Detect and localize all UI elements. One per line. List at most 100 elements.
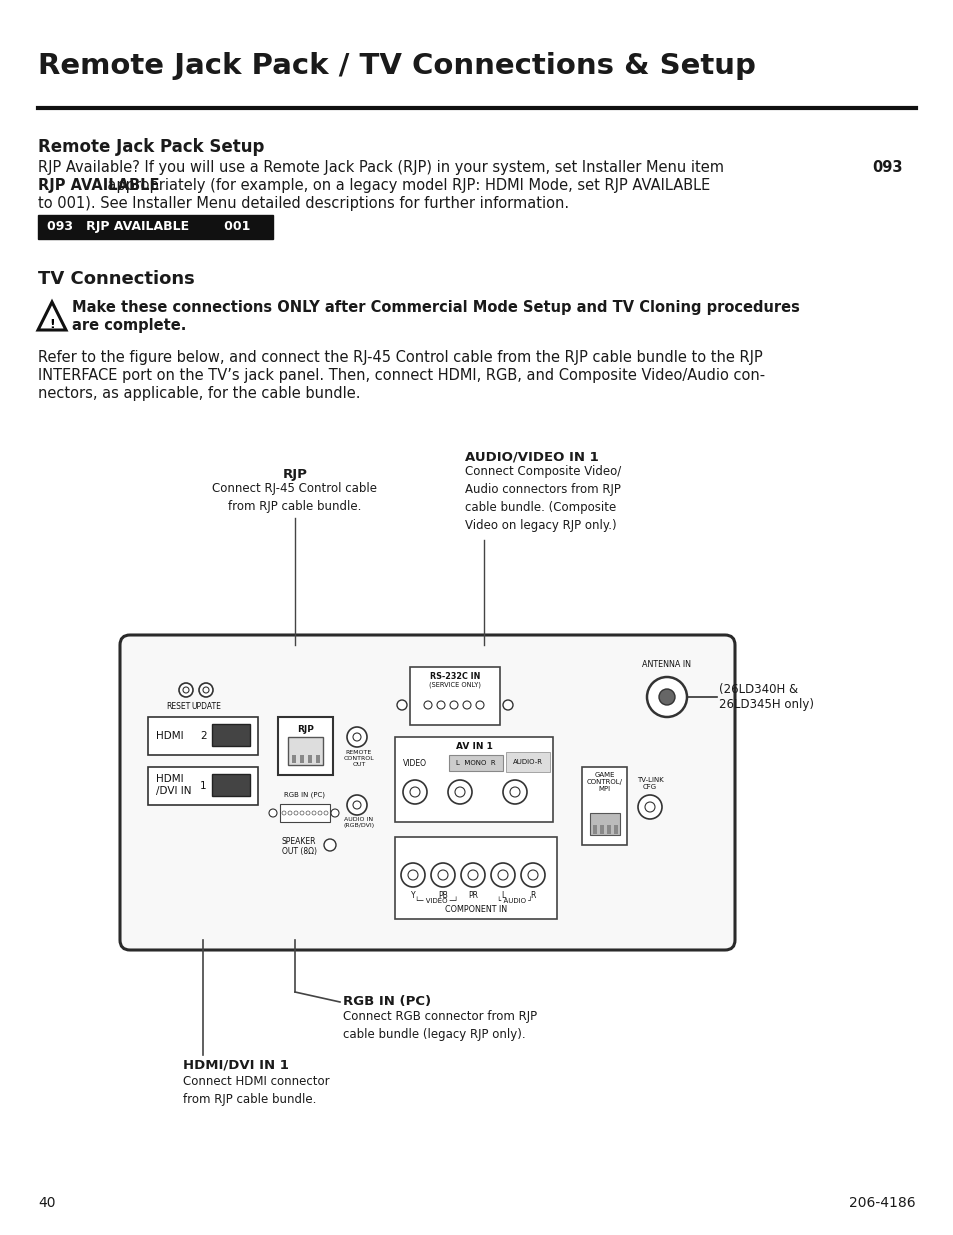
Text: 206-4186: 206-4186 [848,1195,915,1210]
Circle shape [476,701,483,709]
Circle shape [497,869,507,881]
Bar [148,718,257,755]
Text: PB: PB [437,890,447,900]
Text: R: R [530,890,536,900]
Circle shape [431,863,455,887]
Text: Connect RGB connector from RJP
cable bundle (legacy RJP only).: Connect RGB connector from RJP cable bun… [343,1010,537,1041]
FancyBboxPatch shape [38,215,273,240]
Text: 40: 40 [38,1195,55,1210]
Circle shape [269,809,276,818]
Text: Connect Composite Video/
Audio connectors from RJP
cable bundle. (Composite
Vide: Connect Composite Video/ Audio connector… [464,466,620,532]
Circle shape [312,811,315,815]
Circle shape [331,809,338,818]
Text: Remote Jack Pack Setup: Remote Jack Pack Setup [38,138,264,156]
Text: └ AUDIO ┘: └ AUDIO ┘ [497,898,532,904]
Circle shape [288,811,292,815]
Circle shape [646,677,686,718]
Bar [308,755,312,763]
Circle shape [437,869,448,881]
Text: HDMI/DVI IN 1: HDMI/DVI IN 1 [183,1058,289,1071]
Text: 093   RJP AVAILABLE        001: 093 RJP AVAILABLE 001 [47,220,250,233]
Circle shape [400,863,424,887]
Circle shape [502,700,513,710]
Circle shape [436,701,444,709]
Text: RJP: RJP [296,725,314,734]
Bar [614,825,618,834]
Text: to 001). See Installer Menu detailed descriptions for further information.: to 001). See Installer Menu detailed des… [38,196,569,211]
Circle shape [462,701,471,709]
Bar [292,755,295,763]
Text: (SERVICE ONLY): (SERVICE ONLY) [429,680,480,688]
Text: HDMI: HDMI [156,731,183,741]
Text: Make these connections ONLY after Commercial Mode Setup and TV Cloning procedure: Make these connections ONLY after Commer… [71,300,799,315]
Text: GAME
CONTROL/
MPI: GAME CONTROL/ MPI [586,772,622,792]
Text: AUDIO-R: AUDIO-R [513,760,542,764]
Text: REMOTE
CONTROL
OUT: REMOTE CONTROL OUT [343,750,374,767]
Bar [288,737,323,764]
Text: RESET: RESET [166,701,190,711]
Text: COMPONENT IN: COMPONENT IN [444,905,507,914]
Bar [299,755,304,763]
Text: L  MONO  R: L MONO R [456,760,496,766]
Text: /DVI IN: /DVI IN [156,785,192,797]
Text: Refer to the figure below, and connect the RJ-45 Control cable from the RJP cabl: Refer to the figure below, and connect t… [38,350,762,366]
Circle shape [299,811,304,815]
Circle shape [347,727,367,747]
Text: └─ VIDEO ─┘: └─ VIDEO ─┘ [415,898,458,904]
Circle shape [347,795,367,815]
Bar [148,767,257,805]
Text: PR: PR [468,890,477,900]
Text: UPDATE: UPDATE [191,701,221,711]
FancyBboxPatch shape [120,635,734,950]
Bar [606,825,610,834]
FancyBboxPatch shape [212,724,250,746]
Circle shape [317,811,322,815]
Text: 093: 093 [871,161,902,175]
Circle shape [402,781,427,804]
Text: VIDEO: VIDEO [402,760,427,768]
Bar [410,667,499,725]
Circle shape [294,811,297,815]
Circle shape [450,701,457,709]
Circle shape [491,863,515,887]
Text: AV IN 1: AV IN 1 [456,742,492,751]
Circle shape [203,687,209,693]
Circle shape [659,689,675,705]
Circle shape [396,700,407,710]
Text: INTERFACE port on the TV’s jack panel. Then, connect HDMI, RGB, and Composite Vi: INTERFACE port on the TV’s jack panel. T… [38,368,764,383]
Circle shape [510,787,519,797]
Circle shape [324,811,328,815]
Text: RGB IN (PC): RGB IN (PC) [284,792,325,799]
Text: SPEAKER
OUT (8Ω): SPEAKER OUT (8Ω) [282,837,316,856]
Text: are complete.: are complete. [71,317,186,333]
Text: 1: 1 [200,781,207,790]
Circle shape [282,811,286,815]
Text: RJP AVAILABLE: RJP AVAILABLE [38,178,159,193]
Circle shape [183,687,189,693]
Circle shape [455,787,464,797]
Text: 2: 2 [200,731,207,741]
Text: Connect RJ-45 Control cable
from RJP cable bundle.: Connect RJ-45 Control cable from RJP cab… [213,482,377,513]
Text: nectors, as applicable, for the cable bundle.: nectors, as applicable, for the cable bu… [38,387,360,401]
Circle shape [448,781,472,804]
FancyBboxPatch shape [212,774,250,797]
Circle shape [353,734,360,741]
Text: appropriately (for example, on a legacy model RJP: HDMI Mode, set RJP AVAILABLE: appropriately (for example, on a legacy … [38,178,709,193]
Polygon shape [38,303,66,330]
Text: Remote Jack Pack / TV Connections & Setup: Remote Jack Pack / TV Connections & Setu… [38,52,755,80]
Text: RJP Available? If you will use a Remote Jack Pack (RJP) in your system, set Inst: RJP Available? If you will use a Remote … [38,161,728,175]
FancyBboxPatch shape [449,755,502,771]
Bar [589,813,619,835]
Bar [277,718,333,776]
Text: RJP: RJP [282,468,307,480]
Text: RS-232C IN: RS-232C IN [430,672,479,680]
Bar [599,825,603,834]
Circle shape [353,802,360,809]
Circle shape [408,869,417,881]
Circle shape [527,869,537,881]
Text: Y: Y [410,890,415,900]
Circle shape [179,683,193,697]
Bar [280,804,330,823]
Text: AUDIO/VIDEO IN 1: AUDIO/VIDEO IN 1 [464,450,598,463]
Bar [581,767,626,845]
